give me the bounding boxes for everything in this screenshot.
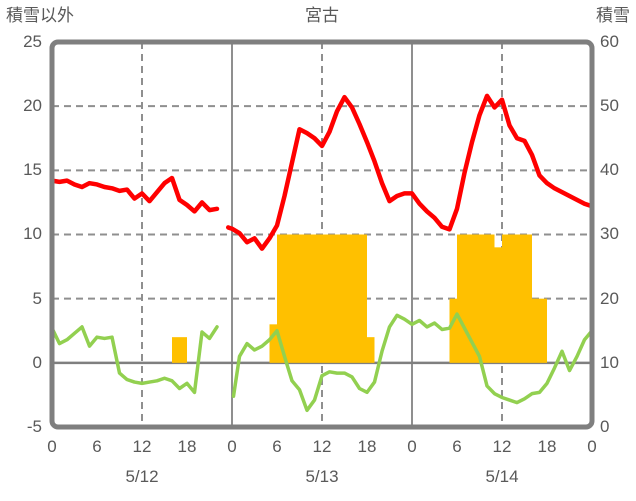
left-axis-tick: 20 (23, 96, 42, 115)
x-axis-hour-tick: 18 (537, 437, 557, 456)
left-axis-tick: 15 (23, 160, 42, 179)
x-axis-hour-tick: 18 (177, 437, 197, 456)
x-axis-date-label: 5/12 (125, 467, 159, 486)
chart-title: 宮古 (305, 6, 339, 25)
left-axis-tick: 10 (23, 224, 42, 243)
left-axis-title: 積雪以外 (6, 6, 74, 25)
right-axis-tick: 60 (600, 32, 619, 51)
left-axis-tick: 5 (32, 289, 42, 308)
right-axis-tick: 20 (600, 289, 619, 308)
x-axis-hour-tick: 6 (272, 437, 282, 456)
x-axis-date-label: 5/14 (485, 467, 519, 486)
x-axis-hour-tick: 18 (357, 437, 377, 456)
left-axis-tick: 0 (32, 353, 42, 372)
left-axis-tick: 25 (23, 32, 42, 51)
right-axis-tick: 50 (600, 96, 619, 115)
left-axis-tick: -5 (26, 417, 42, 436)
right-axis-tick: 30 (600, 224, 619, 243)
x-axis-hour-tick: 6 (452, 437, 462, 456)
right-axis-tick: 0 (600, 417, 610, 436)
x-axis-date-label: 5/13 (305, 467, 339, 486)
x-axis-hour-tick: 0 (407, 437, 417, 456)
x-axis-hour-tick: 0 (47, 437, 57, 456)
right-axis-title: 積雪 (596, 6, 630, 25)
x-axis-hour-tick: 0 (587, 437, 597, 456)
x-axis-hour-tick: 0 (227, 437, 237, 456)
x-axis-hour-tick: 12 (132, 437, 152, 456)
x-axis-hour-tick: 12 (492, 437, 512, 456)
x-axis-hour-tick: 6 (92, 437, 102, 456)
x-axis-hour-tick: 12 (312, 437, 332, 456)
right-axis-tick: 10 (600, 353, 619, 372)
right-axis-tick: 40 (600, 160, 619, 179)
